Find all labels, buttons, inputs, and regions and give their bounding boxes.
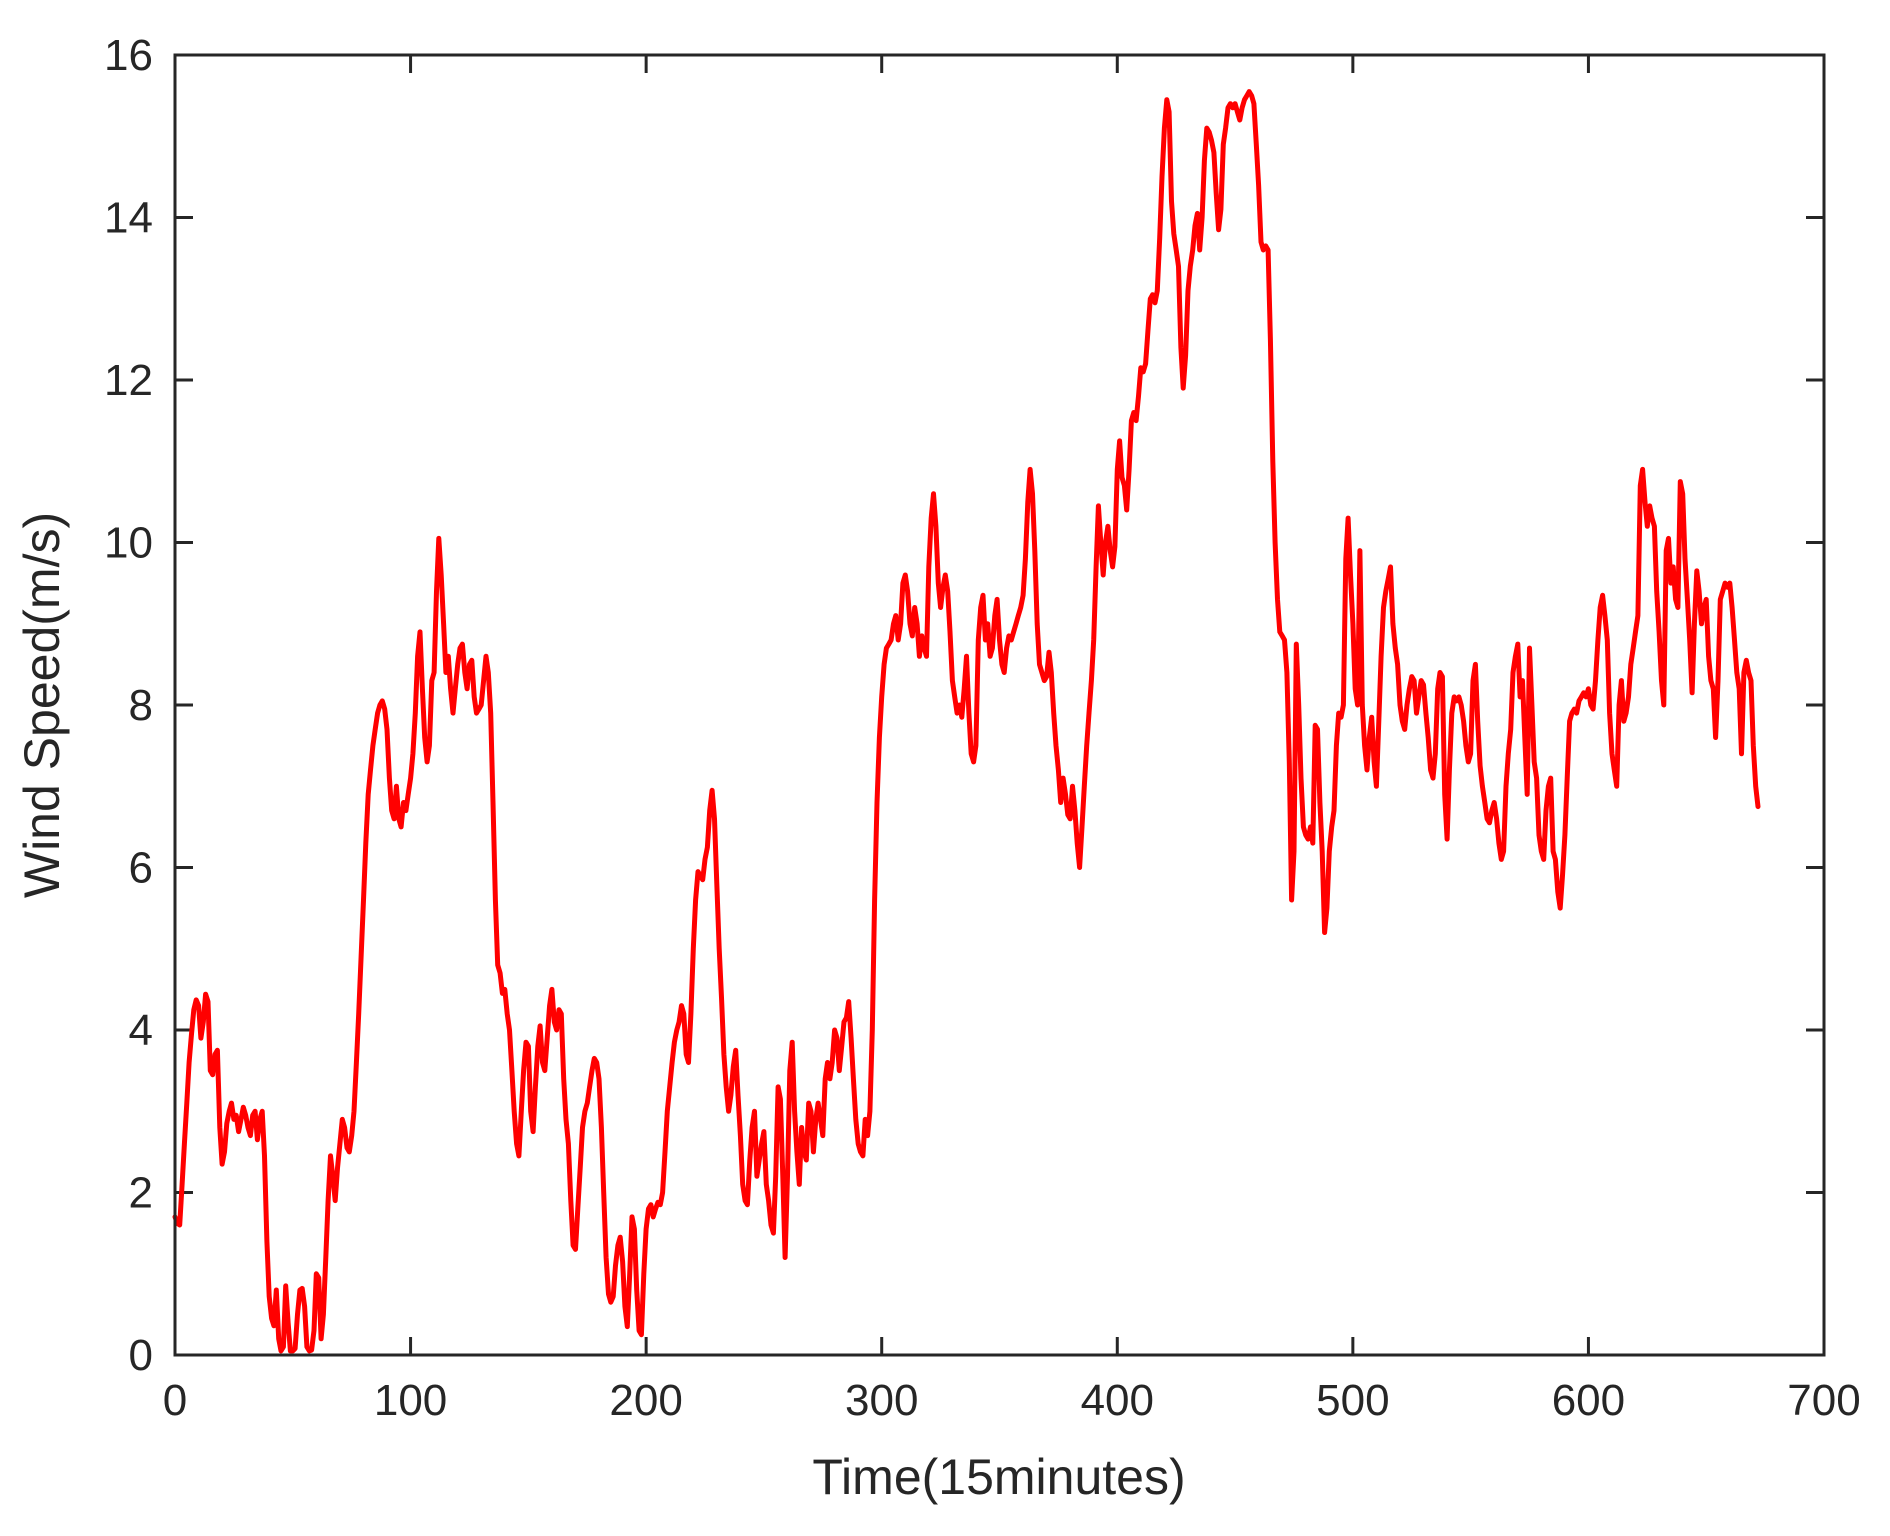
tick-label: 100 <box>374 1376 447 1425</box>
tick-label: 8 <box>129 681 153 730</box>
tick-label: 12 <box>104 356 153 405</box>
tick-label: 6 <box>129 844 153 893</box>
tick-label: 700 <box>1787 1376 1860 1425</box>
tick-label: 2 <box>129 1169 153 1218</box>
tick-label: 14 <box>104 194 153 243</box>
axis-tick-labels: 0 100 200 300 400 500 600 700 0 2 4 6 8 10 12 14 16 <box>104 31 1861 1425</box>
x-axis-label: Time(15minutes) <box>812 1449 1186 1505</box>
y-axis-label: Wind Speed(m/s) <box>14 511 70 899</box>
tick-label: 0 <box>129 1331 153 1380</box>
tick-label: 4 <box>129 1006 153 1055</box>
wind-speed-line <box>172 89 1761 1354</box>
tick-label: 16 <box>104 31 153 80</box>
tick-label: 400 <box>1081 1376 1154 1425</box>
tick-label: 0 <box>163 1376 187 1425</box>
tick-label: 10 <box>104 519 153 568</box>
plot-box <box>173 53 1826 1357</box>
tick-label: 300 <box>845 1376 918 1425</box>
tick-label: 600 <box>1552 1376 1625 1425</box>
tick-label: 200 <box>609 1376 682 1425</box>
tick-label: 500 <box>1316 1376 1389 1425</box>
